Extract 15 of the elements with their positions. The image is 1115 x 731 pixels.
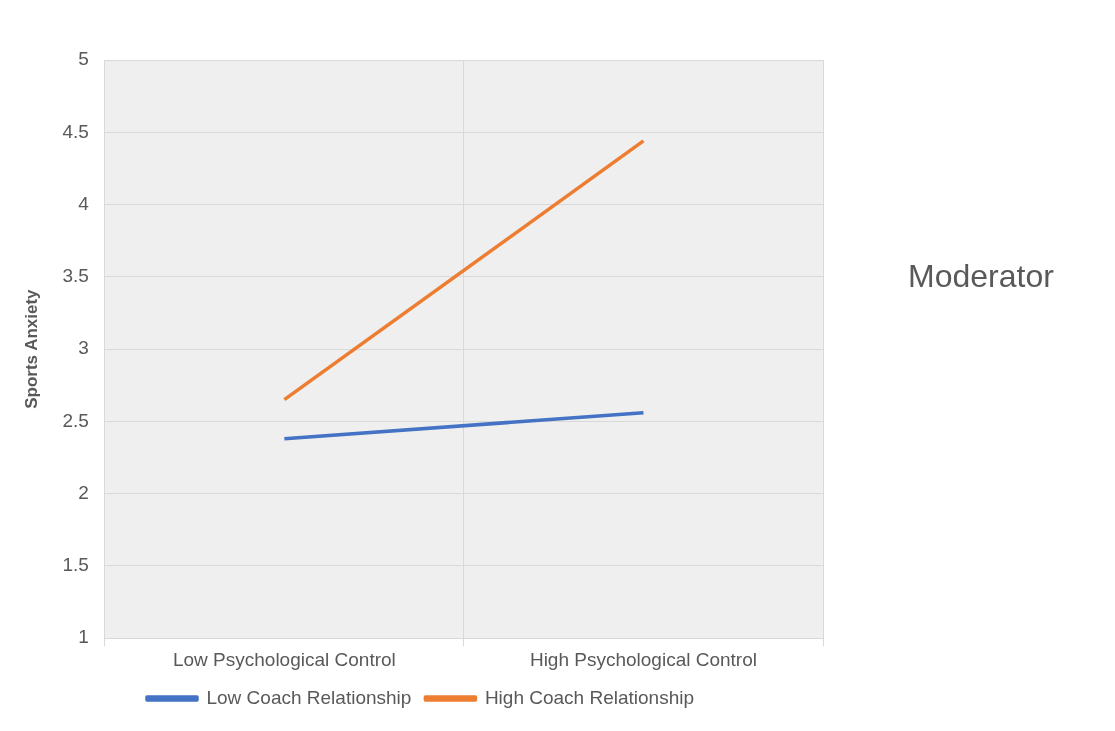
y-tick-label: 5 — [78, 48, 89, 70]
legend-label: Low Coach Relationship — [206, 686, 412, 708]
y-tick-label: 3.5 — [62, 265, 89, 287]
y-tick-label: 4 — [78, 192, 90, 214]
y-tick-label: 2 — [78, 481, 89, 503]
y-tick-label: 1.5 — [62, 554, 89, 576]
x-tick-label: Low Psychological Control — [172, 648, 396, 670]
y-tick-label: 1 — [78, 626, 89, 648]
text: Moderator — [908, 257, 1055, 294]
y-axis-title: Sports Anxiety — [21, 288, 41, 409]
y-tick-label: 2.5 — [62, 409, 89, 431]
y-tick-label: 3 — [78, 337, 89, 359]
y-tick-label: 4.5 — [62, 120, 89, 142]
legend-label: High Coach Relationship — [484, 686, 695, 708]
x-tick-label: High Psychological Control — [529, 648, 757, 670]
